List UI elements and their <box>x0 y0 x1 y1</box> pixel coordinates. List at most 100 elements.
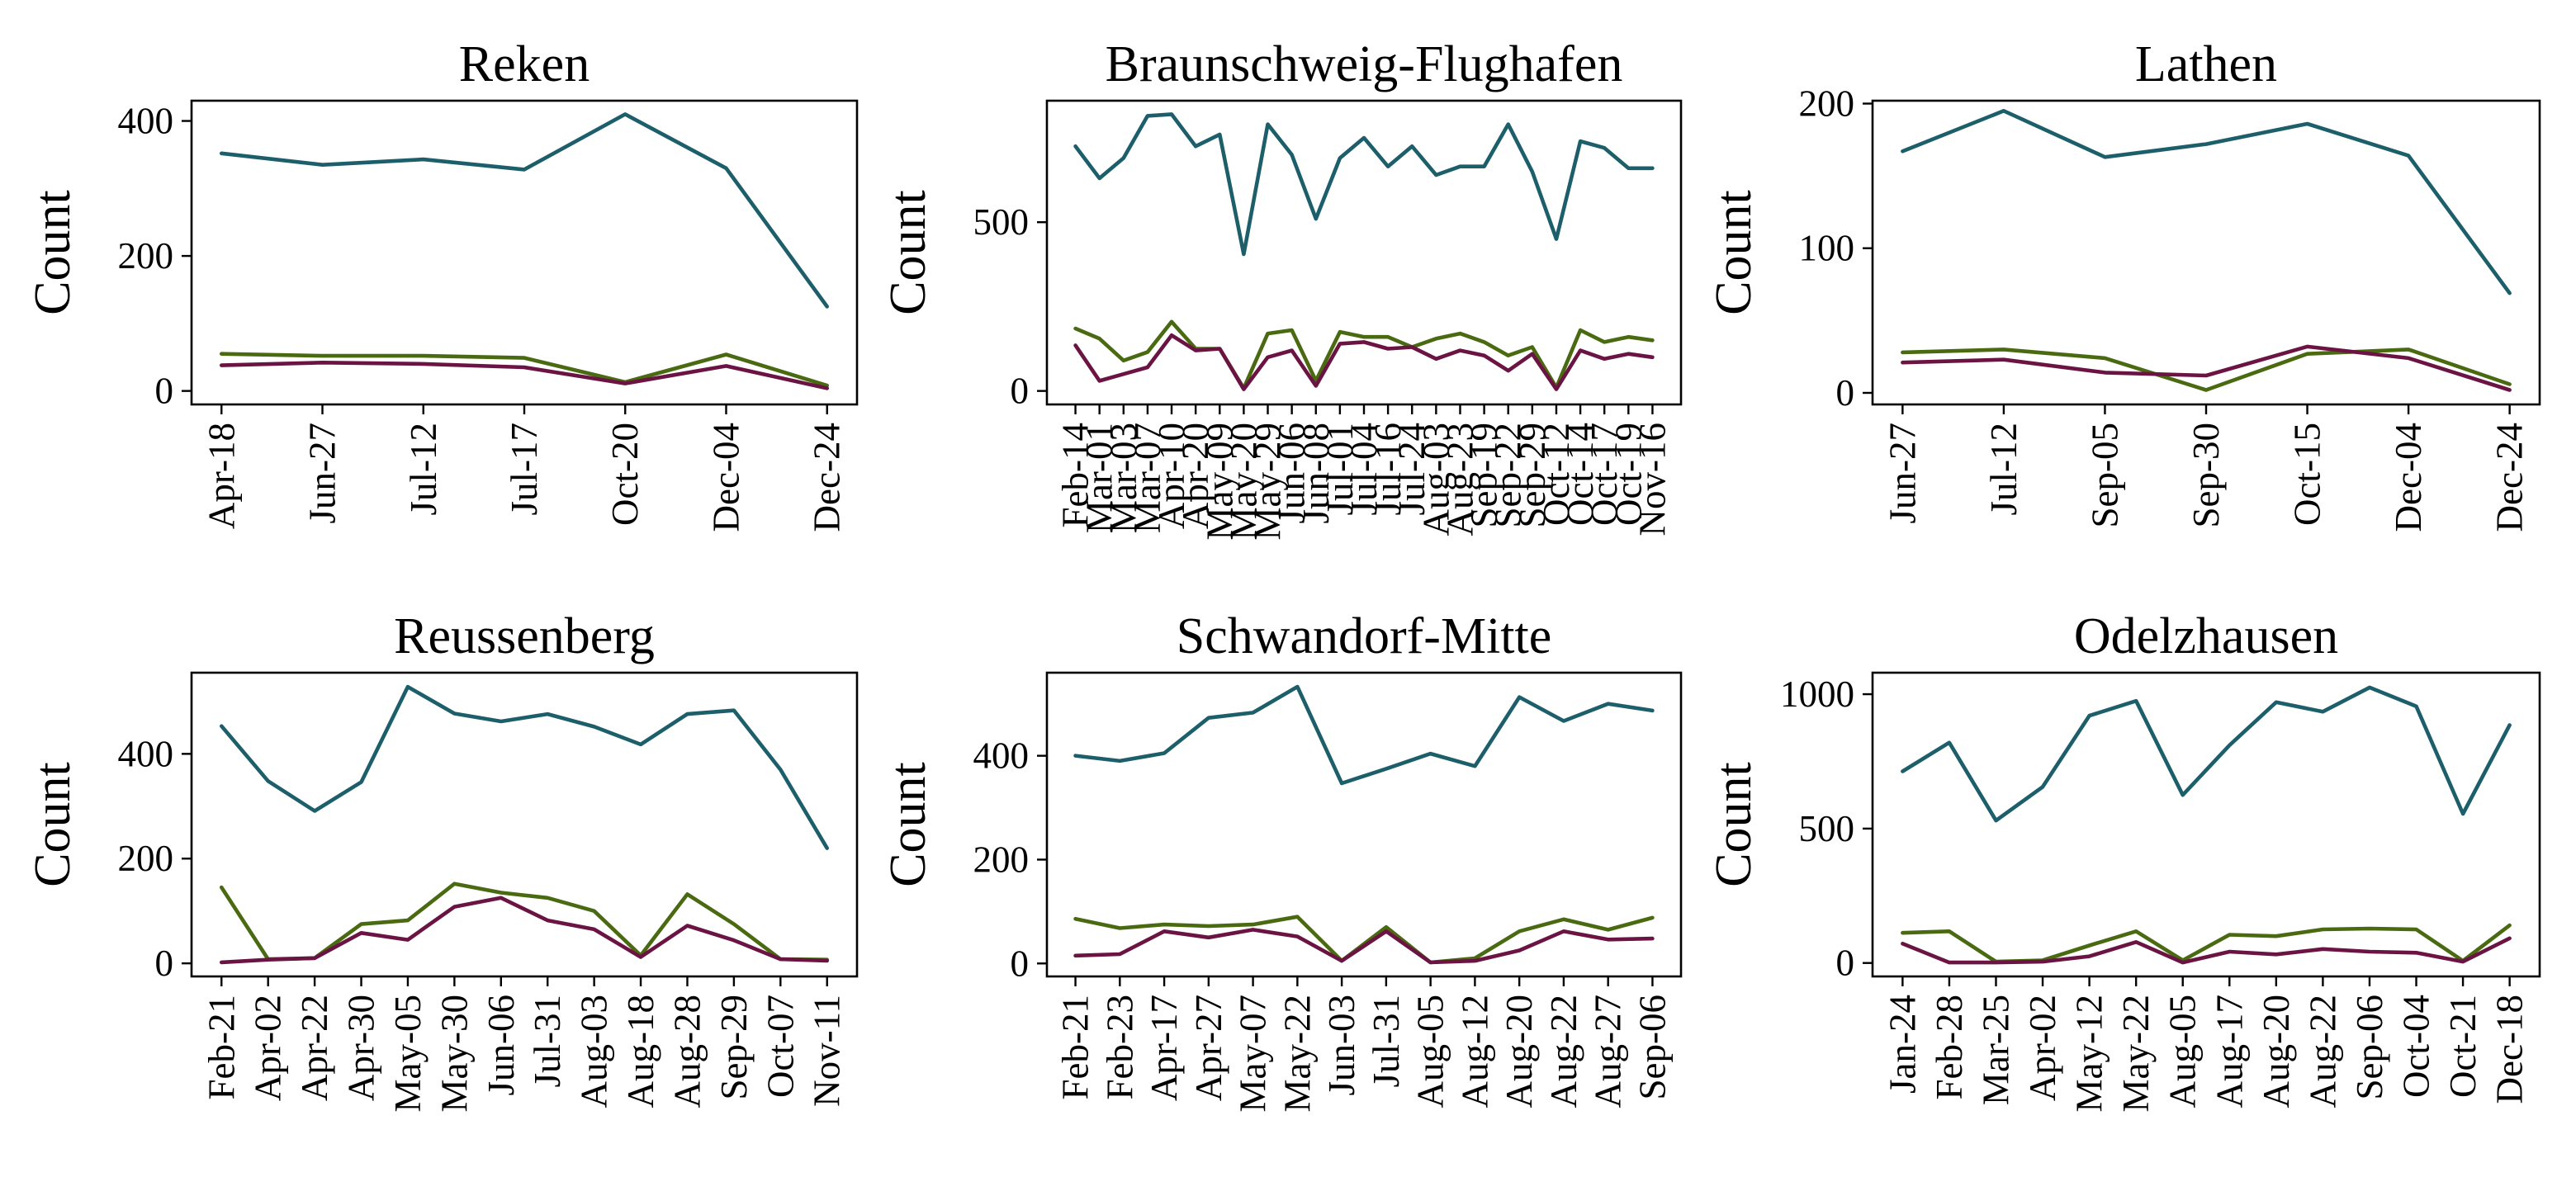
x-tick-label: Apr-30 <box>341 995 382 1101</box>
x-tick-label: Dec-24 <box>807 423 848 532</box>
x-tick-label: Jul-31 <box>527 995 568 1088</box>
x-tick-label: Jul-31 <box>1366 995 1407 1088</box>
x-tick-label: Aug-03 <box>1415 423 1456 536</box>
y-tick-label: 100 <box>1799 228 1855 269</box>
x-tick-label: Oct-15 <box>2287 423 2328 526</box>
series-line-3 <box>1901 936 2512 965</box>
x-tick-label: May-05 <box>387 995 429 1112</box>
x-tick-label: Oct-07 <box>760 995 801 1098</box>
x-tick-label: Apr-22 <box>294 995 335 1101</box>
x-tick-label: Nov-11 <box>807 995 848 1107</box>
y-tick-label: 0 <box>1836 372 1855 414</box>
x-tick-label: Aug-03 <box>574 995 615 1108</box>
panel-braunschweig: Braunschweig-FlughafenCount0500Feb-14Mar… <box>880 36 1683 540</box>
x-tick-label: Sep-29 <box>1512 423 1553 528</box>
x-tick-label: Oct-21 <box>2442 995 2484 1098</box>
x-tick-label: Dec-04 <box>2388 423 2429 532</box>
x-tick-label: Apr-17 <box>1144 995 1185 1101</box>
y-tick-label: 0 <box>155 371 174 412</box>
y-tick-label: 200 <box>1799 83 1855 125</box>
x-tick-label: Sep-19 <box>1464 423 1505 528</box>
axes-frame <box>1045 671 1683 978</box>
x-tick-label: May-29 <box>1248 423 1289 540</box>
x-tick-label: Aug-27 <box>1588 995 1629 1108</box>
y-tick-label: 500 <box>1799 808 1855 849</box>
x-tick-label: Apr-02 <box>2022 995 2063 1101</box>
x-tick-label: Mar-01 <box>1079 423 1120 533</box>
x-tick-label: Aug-18 <box>620 995 661 1108</box>
x-tick-label: Mar-07 <box>1127 423 1168 533</box>
x-tick-label: Jun-06 <box>481 995 522 1096</box>
x-tick-label: Sep-06 <box>1631 995 1673 1100</box>
y-tick-label: 0 <box>155 943 174 984</box>
y-tick-label: 400 <box>118 733 174 774</box>
y-tick-label: 200 <box>118 838 174 879</box>
x-tick-label: Jul-12 <box>1983 423 2024 516</box>
panel-odelzhausen: Odelzhausen Count 0 500 1000 Jan-24 Feb-28 Mar-… <box>1706 608 2541 1112</box>
series-line-1 <box>1073 684 1655 786</box>
x-tick-label: Jul-01 <box>1319 423 1361 516</box>
x-tick-label: Aug-22 <box>2302 995 2343 1108</box>
x-tick-label: May-20 <box>1223 423 1264 540</box>
x-tick-label: May-07 <box>1233 995 1274 1112</box>
x-tick-label: Sep-29 <box>713 995 755 1100</box>
x-tick-label: Aug-28 <box>666 995 708 1108</box>
x-tick-label: Jun-27 <box>302 423 343 524</box>
x-tick-label: Oct-19 <box>1608 423 1649 526</box>
x-tick-label: Jul-04 <box>1343 423 1385 516</box>
x-tick-label: Sep-30 <box>2185 423 2227 528</box>
x-tick-label: May-30 <box>433 995 475 1112</box>
y-tick-label: 1000 <box>1780 674 1854 715</box>
x-tick-label: Aug-23 <box>1439 423 1480 536</box>
y-tick-label: 400 <box>973 735 1030 777</box>
y-tick-label: 200 <box>118 235 174 277</box>
series-line-1 <box>1901 685 2512 823</box>
x-tick-label: May-12 <box>2069 995 2110 1112</box>
x-tick-label: Jul-16 <box>1367 423 1409 516</box>
series-line-3 <box>220 896 829 965</box>
series-line-1 <box>1901 109 2512 295</box>
x-tick-label: Aug-05 <box>2162 995 2204 1108</box>
y-axis-label: Count <box>880 190 936 315</box>
chart-title: Braunschweig-Flughafen <box>1106 36 1623 92</box>
series-line-1 <box>220 684 829 850</box>
series-line-2 <box>220 352 829 388</box>
x-tick-label: Apr-18 <box>201 423 242 529</box>
chart-title: Schwandorf-Mitte <box>1177 608 1552 664</box>
x-tick-label: Aug-22 <box>1543 995 1584 1108</box>
y-axis-label: Count <box>25 190 81 315</box>
chart-title: Reussenberg <box>394 608 655 664</box>
series-line-3 <box>1901 344 2512 392</box>
x-tick-label: Oct-17 <box>1584 423 1625 526</box>
chart-title: Reken <box>459 36 590 92</box>
x-tick-label: Dec-24 <box>2489 423 2531 532</box>
chart-title: Lathen <box>2135 36 2277 92</box>
panel-reken: Reken Count 0 200 400 Apr-18 Jun-27 Jul-12 Jul-1… <box>25 36 859 532</box>
x-tick-label: Jun-03 <box>1321 995 1362 1096</box>
x-tick-label: Apr-10 <box>1151 423 1192 529</box>
panel-reussenberg: Reussenberg Count 0 200 400 Feb-21 Apr-02 Apr-2… <box>25 608 859 1112</box>
x-tick-label: Apr-27 <box>1188 995 1229 1101</box>
x-tick-label: Jul-24 <box>1391 423 1432 516</box>
x-tick-label: Nov-16 <box>1631 423 1673 536</box>
x-tick-label: Sep-05 <box>2084 423 2125 528</box>
y-tick-label: 0 <box>1011 943 1030 984</box>
series-line-1 <box>220 112 829 309</box>
x-tick-label: Feb-23 <box>1099 995 1140 1100</box>
x-tick-label: Apr-20 <box>1175 423 1216 529</box>
y-tick-label: 0 <box>1011 371 1030 412</box>
x-tick-label: Aug-12 <box>1454 995 1495 1108</box>
y-tick-label: 200 <box>973 839 1030 880</box>
panel-lathen: Lathen Count 0 100 200 Jun-27 Jul-12 Sep-05 Sep-… <box>1706 36 2541 532</box>
y-tick-label: 500 <box>973 201 1030 243</box>
x-tick-label: Oct-04 <box>2396 995 2437 1098</box>
y-axis-label: Count <box>1706 762 1762 887</box>
x-tick-label: Sep-22 <box>1488 423 1529 528</box>
x-tick-label: Jun-06 <box>1271 423 1313 524</box>
series-line-1 <box>1073 112 1655 257</box>
x-tick-label: Mar-25 <box>1975 995 2016 1105</box>
x-tick-label: Aug-20 <box>2256 995 2297 1108</box>
x-tick-label: Mar-03 <box>1103 423 1144 533</box>
y-axis-label: Count <box>25 762 81 887</box>
